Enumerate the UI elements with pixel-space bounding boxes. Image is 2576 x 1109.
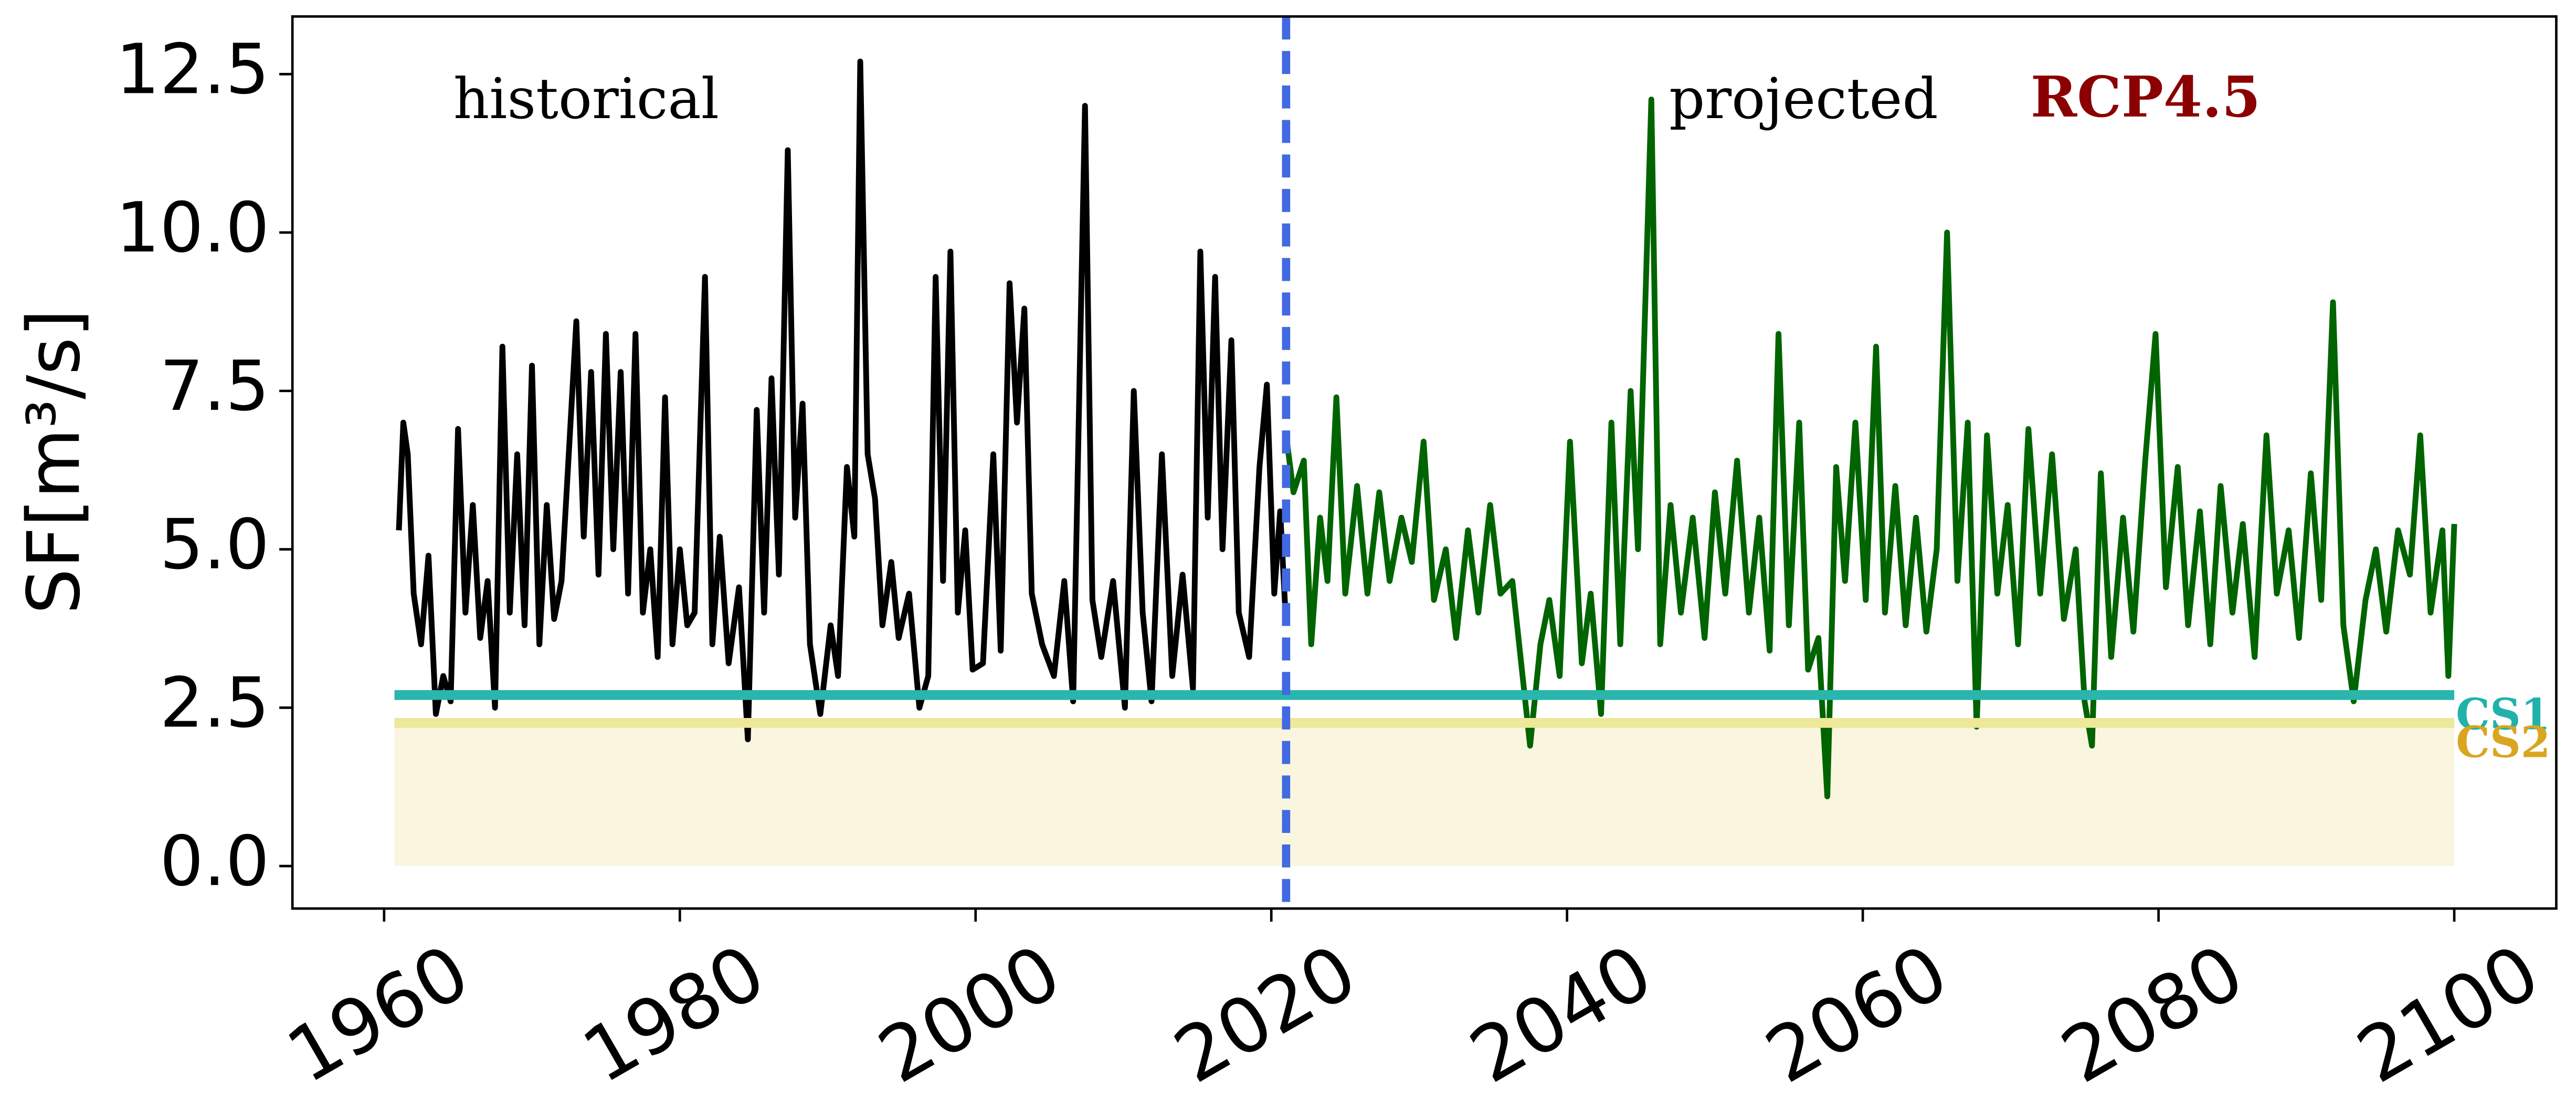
x-tick-label: 2020 <box>1160 927 1370 1100</box>
y-tick-label: 7.5 <box>160 346 269 427</box>
plot-frame <box>291 15 2558 910</box>
series-line <box>1283 97 2457 799</box>
x-tick-label: 2100 <box>2343 927 2553 1100</box>
x-tick-label: 1980 <box>568 927 779 1100</box>
y-axis-label: SF[m³/s] <box>12 309 96 615</box>
y-tick-label: 10.0 <box>116 188 270 268</box>
y-tick-label: 2.5 <box>160 663 269 744</box>
shaded-band <box>394 723 2455 867</box>
annotation: historical <box>453 67 719 132</box>
threshold-label: CS1 <box>2456 690 2550 740</box>
series-line <box>396 58 1289 743</box>
y-tick-label: 0.0 <box>160 821 269 902</box>
annotation: RCP4.5 <box>2031 65 2261 130</box>
y-tick-label: 12.5 <box>116 29 270 110</box>
x-tick-label: 2060 <box>1751 927 1962 1100</box>
x-tick-label: 2080 <box>2047 927 2257 1100</box>
annotation: projected <box>1669 67 1938 132</box>
x-tick-label: 2040 <box>1456 927 1666 1100</box>
threshold-label: CS2 <box>2456 718 2550 768</box>
x-tick-label: 1960 <box>273 927 483 1100</box>
y-tick-label: 5.0 <box>160 505 269 585</box>
x-tick-label: 2000 <box>864 927 1075 1100</box>
